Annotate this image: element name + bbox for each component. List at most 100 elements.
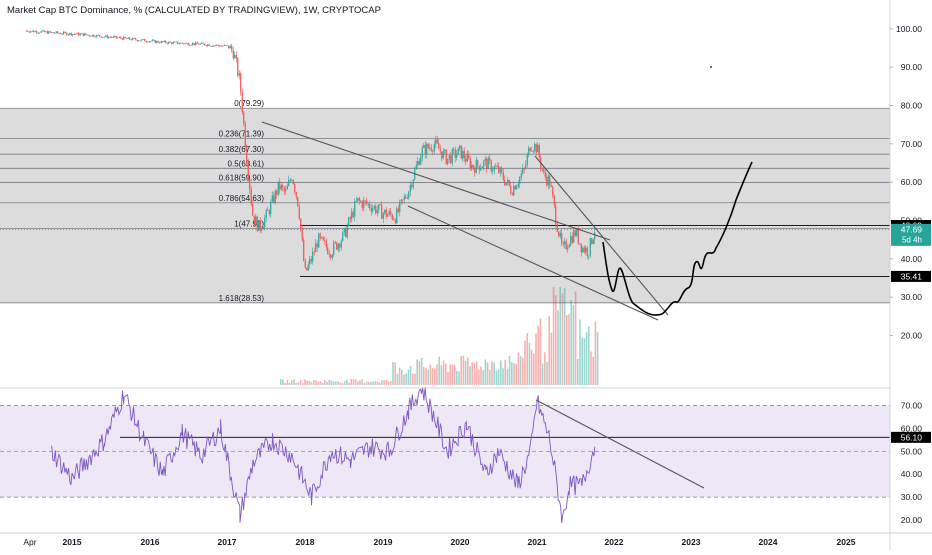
volume-bar: [570, 300, 572, 385]
candle-body: [441, 151, 443, 159]
projection-path: [602, 161, 753, 316]
candle-body: [325, 240, 327, 248]
volume-bar: [418, 361, 421, 385]
y-tick-label: 70.00: [901, 139, 923, 149]
candle-body: [553, 195, 555, 206]
candle-body: [112, 36, 114, 38]
candle-body: [27, 30, 29, 32]
candle-body: [273, 195, 275, 203]
volume-bar: [550, 332, 553, 385]
volume-bar: [555, 295, 557, 385]
candle-body: [243, 112, 245, 124]
candle-body: [159, 42, 161, 44]
candle-body: [154, 39, 156, 43]
candle-body: [81, 33, 83, 35]
candle-body: [387, 214, 389, 217]
candle-body: [481, 166, 483, 169]
volume-bar: [495, 370, 498, 385]
volume-bar: [447, 372, 449, 385]
candle-body: [199, 43, 201, 45]
candle-body: [85, 33, 87, 35]
candle-body: [421, 147, 423, 158]
candle-body: [552, 186, 554, 196]
volume-bar: [365, 381, 368, 385]
candle-body: [231, 45, 233, 51]
volume-bar: [297, 382, 300, 385]
volume-bar: [403, 374, 405, 385]
candle-body: [259, 219, 261, 231]
candle-body: [445, 149, 447, 164]
candle-body: [48, 31, 50, 34]
candle-body: [193, 43, 195, 45]
candle-body: [25, 30, 27, 32]
candle-body: [546, 176, 548, 186]
volume-bar: [361, 379, 363, 385]
candle-body: [261, 229, 263, 231]
candle-body: [232, 50, 234, 59]
candle-body: [516, 186, 518, 190]
x-tick-label: Apr: [23, 537, 36, 547]
candle-body: [64, 31, 66, 33]
candle-body: [78, 32, 80, 36]
candle-body: [213, 45, 215, 47]
volume-bar: [401, 369, 403, 385]
rsi-trendline: [535, 399, 705, 489]
candle-body: [472, 164, 474, 169]
candle-body: [264, 217, 266, 228]
volume-bar: [574, 291, 577, 385]
volume-bar: [313, 380, 315, 385]
volume-bar: [350, 379, 352, 385]
candle-body: [219, 45, 221, 47]
candle-body: [304, 260, 306, 268]
last-price-tag-bg: [891, 223, 931, 246]
candle-body: [288, 180, 290, 186]
x-tick-label: 2017: [218, 537, 237, 547]
volume-bar: [357, 381, 359, 385]
volume-bar: [478, 369, 480, 385]
candle-body: [141, 39, 143, 41]
volume-bar: [484, 359, 487, 385]
x-tick-label: 2015: [63, 537, 82, 547]
y-tick-label: 40.00: [901, 254, 923, 264]
candle-body: [538, 144, 540, 158]
candle-body: [433, 144, 435, 152]
candle-body: [468, 154, 470, 159]
rsi-tick-label: 20.00: [901, 515, 923, 525]
candle-body: [255, 216, 257, 224]
candle-body: [391, 214, 393, 220]
candle-body: [574, 230, 576, 236]
stray-dot: [710, 66, 712, 68]
y-tick-label: 80.00: [901, 101, 923, 111]
candle-body: [361, 201, 363, 208]
candle-body: [312, 251, 314, 262]
candle-body: [430, 147, 432, 151]
volume-bar: [431, 368, 434, 385]
candle-body: [393, 219, 395, 221]
candle-body: [346, 226, 348, 238]
candle-body: [508, 179, 510, 186]
candle-body: [151, 40, 153, 42]
candle-body: [438, 143, 440, 149]
candle-body: [147, 41, 149, 43]
candle-body: [352, 211, 354, 217]
candle-body: [576, 229, 578, 236]
candle-body: [309, 258, 311, 265]
candle-layer: [25, 29, 596, 272]
candle-body: [315, 243, 317, 253]
candle-body: [55, 31, 57, 34]
candle-body: [496, 166, 498, 167]
candle-body: [195, 42, 197, 45]
candle-body: [258, 219, 260, 231]
candle-body: [388, 211, 390, 215]
candle-body: [60, 33, 62, 35]
volume-bar: [291, 380, 293, 385]
candle-body: [477, 160, 479, 166]
candle-body: [528, 147, 530, 155]
candle-body: [303, 240, 305, 261]
candle-body: [390, 211, 392, 215]
candle-body: [444, 149, 446, 151]
fib-zone-layer: 0(79.29) 0.236(71.39) 0.382(67.30) 0.5(63.6…: [0, 99, 890, 304]
volume-bar: [462, 355, 465, 385]
